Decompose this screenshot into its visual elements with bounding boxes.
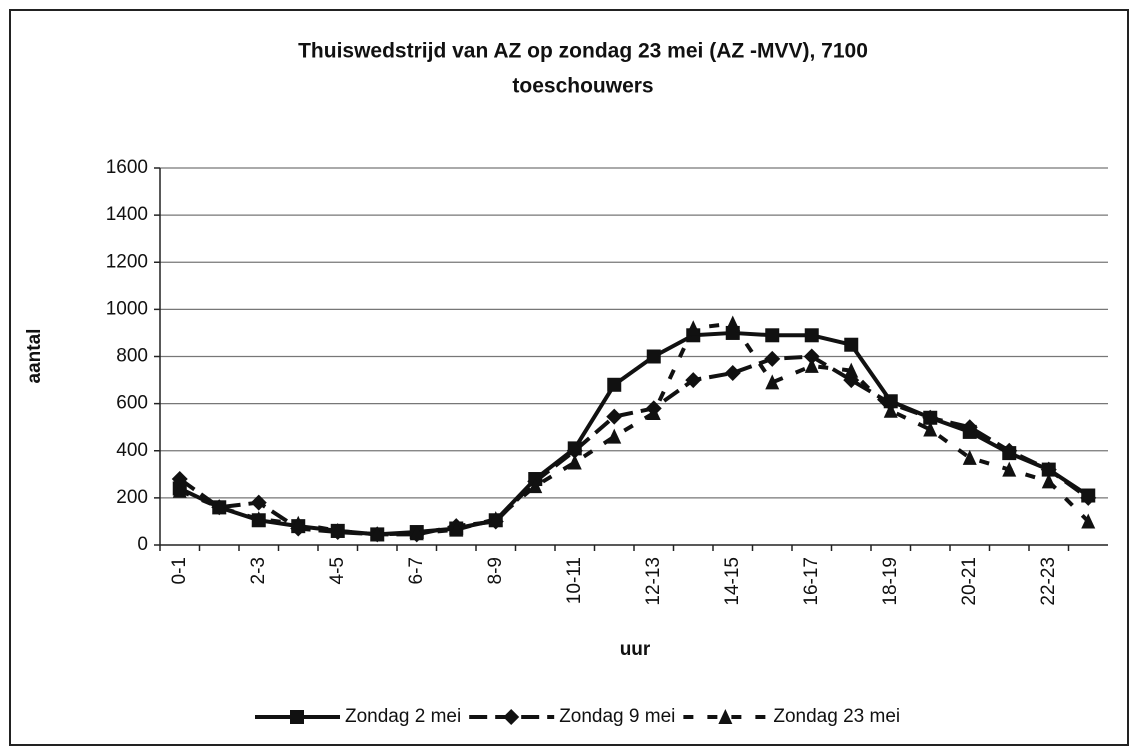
chart-title: toeschouwers [512, 75, 653, 98]
x-tick-label: 8-9 [485, 557, 506, 584]
point [567, 454, 582, 470]
point [171, 471, 188, 488]
point [1040, 461, 1057, 478]
x-tick-label: 22-23 [1038, 557, 1059, 606]
x-tick-label: 12-13 [643, 557, 664, 606]
point [606, 408, 623, 425]
point [528, 478, 543, 494]
chart-title: Thuiswedstrijd van AZ op zondag 23 mei (… [298, 40, 868, 63]
y-tick-label: 800 [116, 346, 148, 367]
point [488, 511, 503, 527]
point [844, 362, 859, 378]
x-tick-label: 18-19 [880, 557, 901, 606]
point [1041, 473, 1056, 489]
y-tick-label: 1400 [106, 204, 148, 225]
point [804, 357, 819, 373]
x-tick-label: 2-3 [248, 557, 269, 584]
point [503, 709, 520, 725]
point [172, 482, 187, 498]
y-tick-label: 0 [137, 534, 148, 555]
point [685, 372, 702, 389]
point [646, 349, 661, 364]
point [883, 402, 898, 418]
x-tick-label: 10-11 [564, 557, 585, 604]
legend-item: Zondag 2 mei [255, 706, 461, 727]
point [607, 428, 622, 444]
point [291, 515, 306, 531]
legend-item: Zondag 23 mei [683, 706, 900, 727]
point [607, 377, 622, 392]
point [844, 337, 859, 352]
legend-label: Zondag 23 mei [773, 706, 900, 727]
point [251, 511, 266, 527]
point [718, 709, 733, 724]
point [764, 350, 781, 367]
legend-item: Zondag 9 mei [469, 706, 675, 727]
point [765, 328, 780, 343]
x-tick-label: 6-7 [406, 557, 427, 584]
point [370, 526, 385, 542]
point [804, 328, 819, 343]
point [1002, 461, 1017, 477]
point [212, 499, 227, 515]
x-tick-label: 20-21 [959, 557, 980, 606]
point [725, 315, 740, 331]
x-tick-label: 16-17 [801, 557, 822, 606]
point [1001, 442, 1018, 459]
y-tick-label: 600 [116, 393, 148, 414]
point [803, 348, 820, 365]
point [290, 710, 304, 724]
point [409, 525, 424, 541]
x-tick-label: 4-5 [327, 557, 348, 584]
y-axis-title: aantal [24, 329, 45, 384]
point [765, 374, 780, 390]
point [962, 449, 977, 465]
y-tick-label: 1600 [106, 157, 148, 178]
y-tick-label: 1000 [106, 298, 148, 319]
x-axis-title: uur [620, 639, 651, 660]
point [686, 320, 701, 336]
point [923, 421, 938, 437]
legend-label: Zondag 9 mei [559, 706, 675, 727]
y-tick-label: 1200 [106, 251, 148, 272]
point [330, 522, 345, 538]
point [449, 521, 464, 537]
point [1081, 513, 1096, 529]
y-tick-label: 400 [116, 440, 148, 461]
point [250, 494, 267, 511]
point [724, 364, 741, 381]
point [922, 409, 939, 426]
legend-label: Zondag 2 mei [345, 706, 461, 727]
point [566, 442, 583, 459]
x-tick-label: 0-1 [169, 557, 190, 584]
point [1080, 489, 1097, 506]
y-tick-label: 200 [116, 487, 148, 508]
x-tick-label: 14-15 [722, 557, 743, 606]
chart-border [9, 9, 1129, 746]
point [961, 419, 978, 436]
point [646, 405, 661, 421]
